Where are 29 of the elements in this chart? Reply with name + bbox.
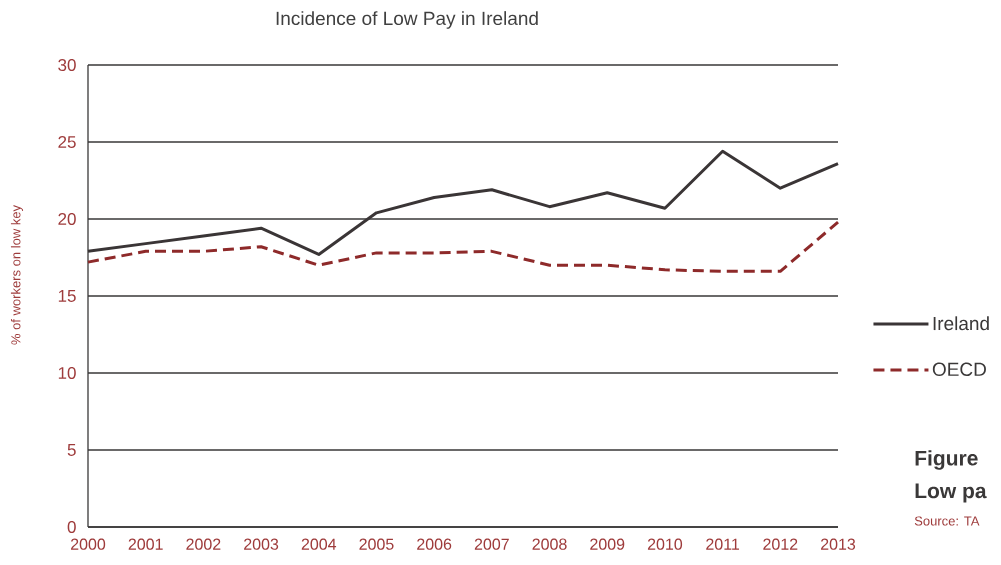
x-tick-label: 2003 [244, 538, 279, 550]
y-tick-label: 0 [67, 520, 76, 534]
y-tick-label: 10 [58, 366, 76, 380]
text: Low pa [915, 483, 987, 503]
x-tick-label: 2005 [359, 538, 394, 550]
y-tick-label: 30 [58, 58, 76, 72]
legend-label: OECD [932, 362, 986, 377]
y-tick-label: 15 [58, 290, 76, 302]
x-tick-label: 2007 [474, 538, 509, 550]
x-tick-label: 2011 [706, 538, 740, 550]
chart-title: Incidence of Low Pay in Ireland [276, 11, 538, 29]
source-note: Source: TA [914, 516, 980, 526]
legend-label: Ireland [933, 316, 989, 331]
x-tick-label: 2002 [186, 538, 221, 550]
x-tick-label: 2000 [71, 538, 106, 550]
y-tick-label: 25 [58, 135, 76, 149]
text: Figure [915, 450, 978, 470]
line-series [86, 220, 840, 273]
x-tick-label: 2008 [532, 538, 567, 550]
x-tick-label: 2010 [647, 538, 683, 550]
x-tick-label: 2013 [821, 538, 856, 550]
x-tick-label: 2009 [590, 538, 625, 550]
y-tick-label: 20 [58, 212, 76, 226]
y-tick-label: 5 [67, 444, 76, 456]
x-tick-label: 2006 [417, 538, 452, 550]
x-tick-label: 2012 [763, 538, 798, 550]
x-tick-label: 2004 [301, 538, 337, 550]
y-axis-title: % of workers on low key [10, 204, 24, 345]
x-tick-label: 2001 [128, 538, 163, 550]
